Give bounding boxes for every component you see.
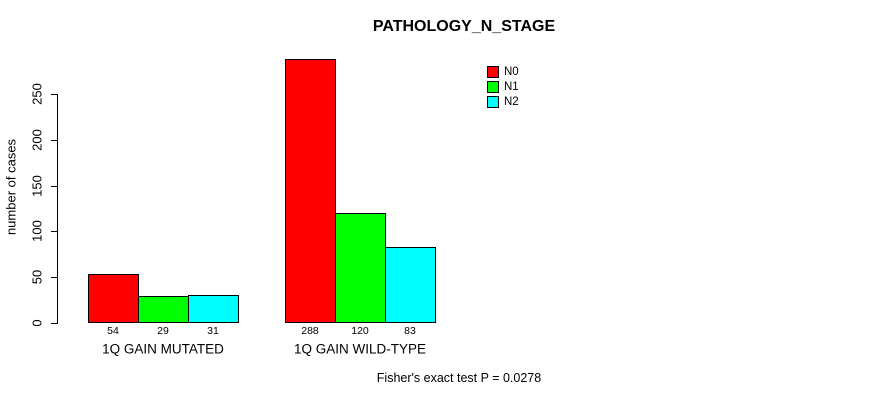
legend-label-n2: N2	[504, 96, 519, 108]
bar-value-label: 29	[157, 325, 169, 337]
y-tick-mark	[51, 277, 57, 278]
y-axis-label: number of cases	[3, 138, 19, 236]
bar-value-label: 288	[301, 325, 319, 337]
y-axis-line	[57, 94, 58, 324]
y-tick-mark	[51, 94, 57, 95]
bar-value-label: 83	[404, 325, 416, 337]
y-tick-label: 100	[29, 220, 45, 242]
bar-n1-group1	[138, 296, 189, 323]
y-tick-label: 150	[29, 175, 45, 197]
legend-swatch-n0	[487, 66, 499, 78]
legend-label-n0: N0	[504, 66, 519, 78]
y-tick-mark	[51, 323, 57, 324]
y-tick-mark	[51, 231, 57, 232]
bar-value-label: 31	[207, 325, 219, 337]
bar-n0-group1	[88, 274, 139, 323]
legend-swatch-n1	[487, 81, 499, 93]
bar-n1-group2	[335, 213, 386, 323]
category-label: 1Q GAIN MUTATED	[102, 341, 224, 357]
bar-n0-group2	[285, 59, 336, 323]
y-tick-mark	[51, 140, 57, 141]
y-tick-mark	[51, 186, 57, 187]
chart-title: PATHOLOGY_N_STAGE	[372, 18, 556, 35]
bar-value-label: 54	[107, 325, 119, 337]
fisher-test-annotation: Fisher's exact test P = 0.0278	[376, 371, 542, 385]
legend-swatch-n2	[487, 96, 499, 108]
y-tick-label: 250	[29, 83, 45, 105]
bar-n2-group2	[385, 247, 436, 323]
y-tick-label: 200	[29, 129, 45, 151]
category-label: 1Q GAIN WILD-TYPE	[293, 341, 427, 357]
y-tick-label: 0	[29, 319, 45, 327]
bar-value-label: 120	[351, 325, 369, 337]
bar-n2-group1	[188, 295, 239, 323]
y-tick-label: 50	[29, 269, 45, 285]
legend-label-n1: N1	[504, 81, 519, 93]
